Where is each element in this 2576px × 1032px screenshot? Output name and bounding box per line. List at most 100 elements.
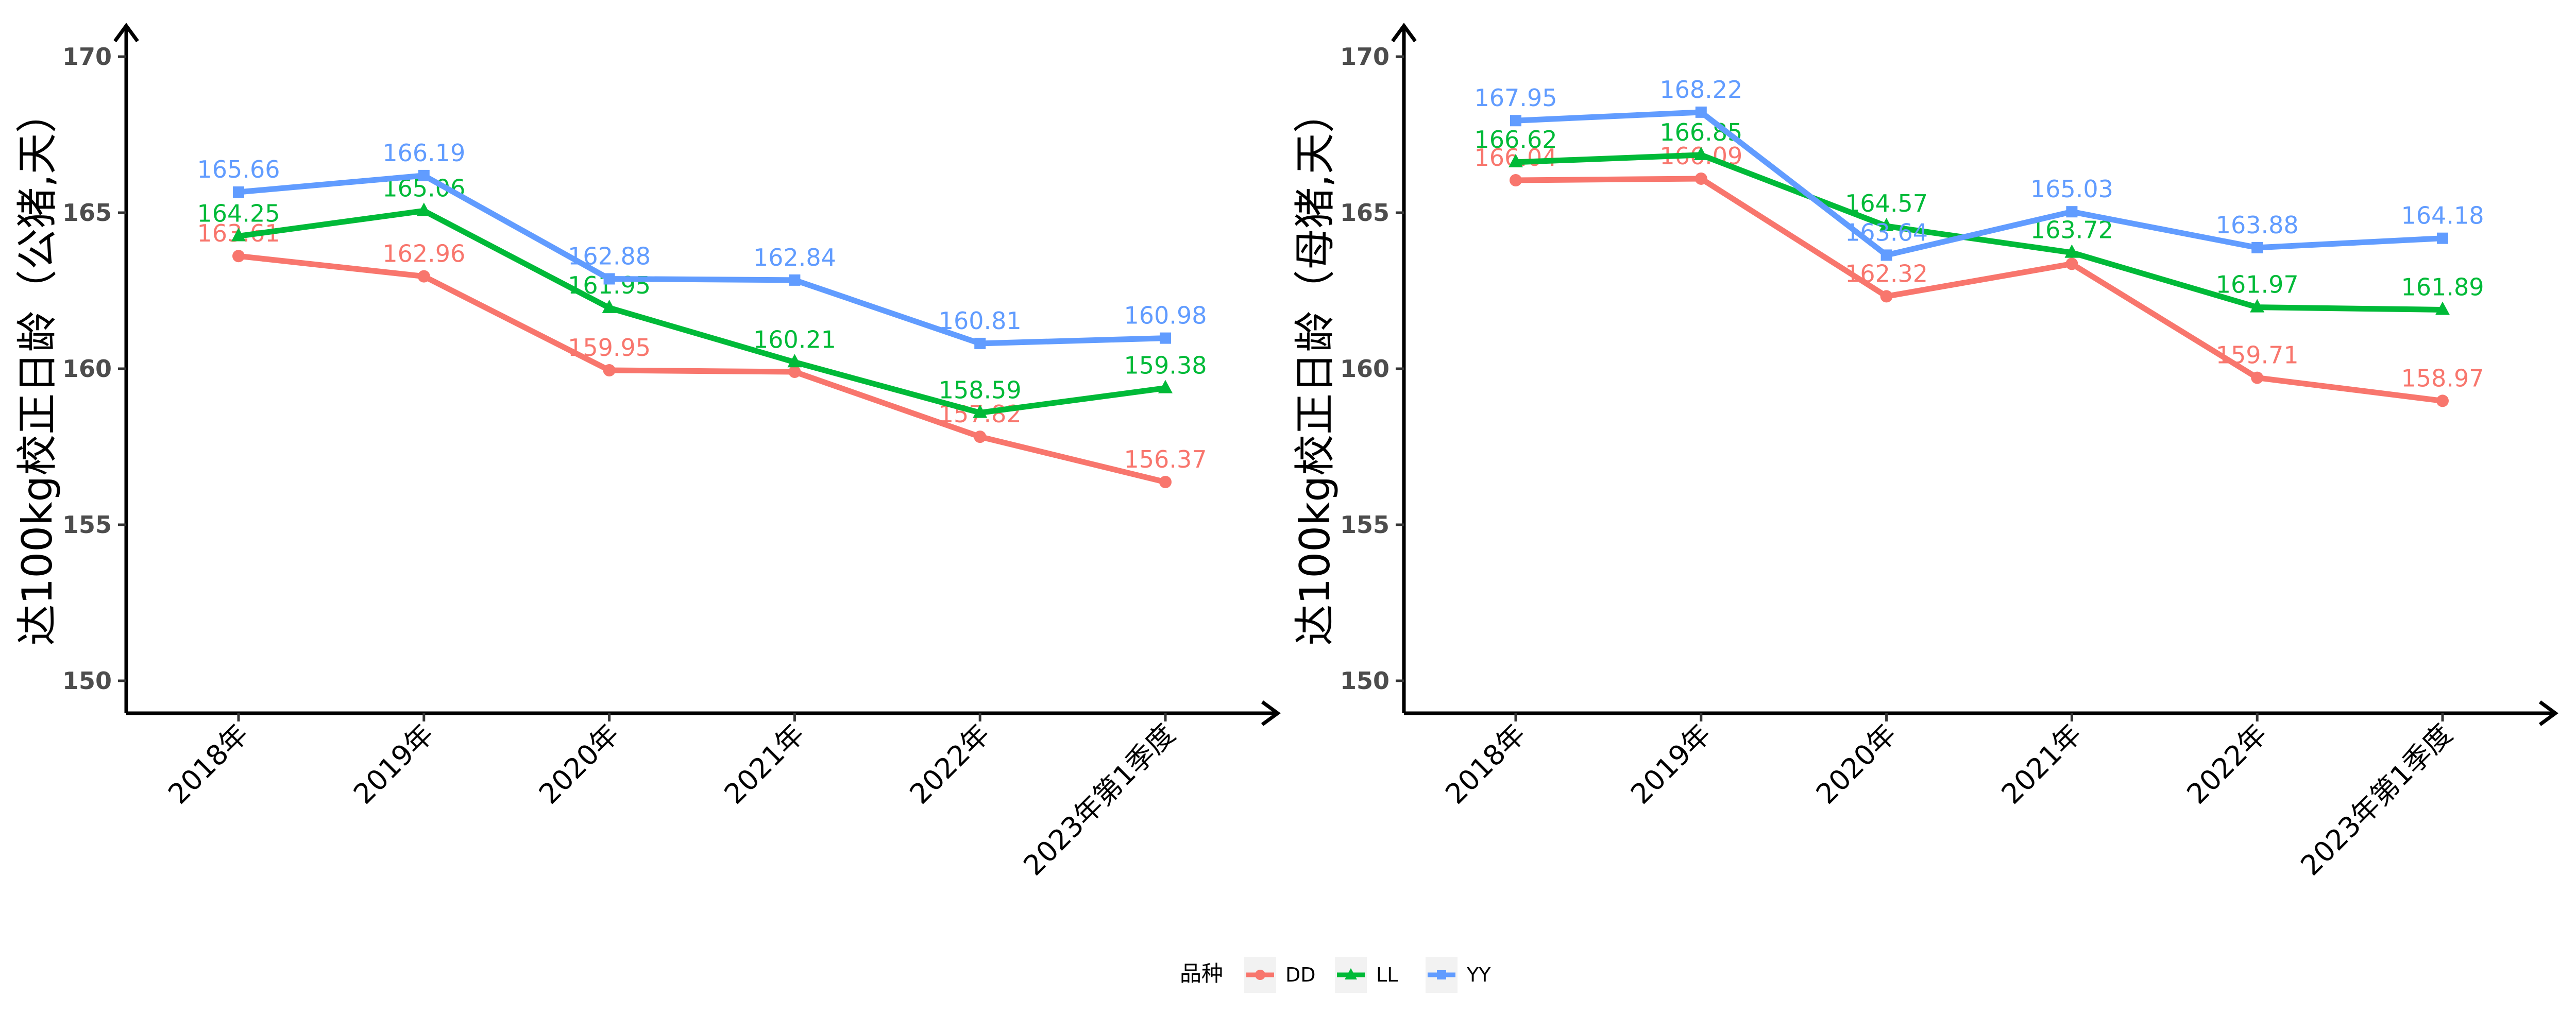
data-point bbox=[1694, 172, 1707, 185]
series-yy: 165.66 166.19 162.88 162.84 160.81 160.98 bbox=[197, 139, 1207, 349]
y-axis-arrow bbox=[113, 23, 139, 43]
data-label: 162.84 bbox=[753, 244, 836, 271]
data-point bbox=[1693, 146, 1708, 160]
legend-key-marker bbox=[1437, 970, 1446, 979]
y-tick-label: 160 bbox=[1340, 355, 1389, 383]
data-label: 160.81 bbox=[939, 307, 1022, 335]
data-point bbox=[974, 337, 986, 349]
data-point bbox=[1510, 174, 1522, 186]
data-point bbox=[1695, 106, 1707, 118]
legend-key-marker bbox=[1255, 970, 1265, 980]
data-label: 158.59 bbox=[939, 376, 1022, 404]
data-point bbox=[603, 364, 616, 377]
data-point bbox=[788, 366, 801, 379]
y-tick-label: 170 bbox=[1340, 43, 1389, 71]
y-axis-arrow bbox=[1391, 23, 1417, 43]
data-label: 163.88 bbox=[2216, 211, 2299, 239]
data-label: 167.95 bbox=[1475, 84, 1557, 112]
data-point bbox=[1879, 218, 1894, 232]
data-point bbox=[416, 202, 431, 216]
data-label: 159.95 bbox=[568, 334, 651, 362]
data-point bbox=[1510, 115, 1521, 127]
data-label: 164.57 bbox=[1845, 190, 1928, 217]
data-point bbox=[789, 274, 801, 286]
data-label: 163.64 bbox=[1845, 218, 1928, 246]
data-point bbox=[1509, 153, 1523, 167]
data-point bbox=[2251, 371, 2264, 384]
data-point bbox=[787, 354, 802, 368]
data-label: 162.32 bbox=[1845, 260, 1928, 287]
data-label: 156.37 bbox=[1124, 445, 1207, 473]
data-point bbox=[602, 299, 617, 313]
data-point bbox=[2251, 242, 2263, 253]
y-tick-label: 155 bbox=[1340, 511, 1389, 539]
data-label: 164.18 bbox=[2401, 202, 2484, 230]
data-point bbox=[2064, 244, 2079, 258]
data-point bbox=[2437, 232, 2448, 244]
legend-label: DD bbox=[1285, 964, 1316, 986]
data-point bbox=[2436, 394, 2449, 407]
data-label: 165.03 bbox=[2030, 175, 2113, 203]
data-label: 166.62 bbox=[1475, 126, 1557, 153]
y-tick-label: 150 bbox=[62, 667, 112, 695]
data-point bbox=[2066, 206, 2078, 218]
data-label: 160.21 bbox=[753, 325, 836, 353]
legend-item-yy: YY bbox=[1426, 957, 1491, 993]
data-label: 168.22 bbox=[1659, 76, 1742, 104]
series-yy: 167.95 168.22 163.64 165.03 163.88 164.18 bbox=[1475, 76, 2484, 261]
data-point bbox=[974, 431, 987, 443]
series-line bbox=[235, 173, 1168, 347]
data-label: 158.97 bbox=[2401, 364, 2484, 392]
legend-key-marker bbox=[1345, 968, 1357, 979]
legend-item-ll: LL bbox=[1335, 957, 1398, 993]
data-label: 162.96 bbox=[382, 240, 465, 268]
series-line bbox=[235, 208, 1168, 416]
data-label: 161.89 bbox=[2401, 273, 2484, 301]
y-tick-label: 165 bbox=[62, 199, 112, 227]
y-tick-label: 170 bbox=[62, 43, 112, 71]
y-tick-label: 150 bbox=[1340, 667, 1389, 695]
data-point bbox=[1158, 380, 1173, 393]
series-line bbox=[1513, 176, 2446, 404]
y-axis-title: 达100kg校正日龄（公猪,天） bbox=[13, 92, 61, 645]
legend: 品种 DD LL YY bbox=[1180, 957, 1491, 993]
data-point bbox=[2065, 257, 2078, 270]
data-point bbox=[603, 273, 615, 285]
series-line bbox=[1513, 152, 2446, 313]
y-tick-label: 165 bbox=[1340, 199, 1389, 227]
data-point bbox=[1159, 475, 1172, 488]
data-label: 162.88 bbox=[568, 242, 651, 270]
data-label: 159.71 bbox=[2216, 341, 2299, 369]
data-point bbox=[231, 228, 246, 242]
x-axis-arrow bbox=[1261, 700, 1281, 726]
data-label: 161.97 bbox=[2216, 271, 2299, 299]
data-label: 159.38 bbox=[1124, 352, 1207, 380]
legend-item-dd: DD bbox=[1244, 957, 1316, 993]
legend-label: YY bbox=[1466, 964, 1491, 986]
x-axis-arrow bbox=[2538, 700, 2558, 726]
data-label: 164.25 bbox=[197, 199, 280, 227]
y-axis-title: 达100kg校正日龄（母猪,天） bbox=[1291, 92, 1339, 645]
legend-title: 品种 bbox=[1180, 961, 1223, 986]
data-point bbox=[232, 250, 245, 263]
data-point bbox=[2435, 301, 2450, 315]
data-point bbox=[1160, 332, 1171, 344]
y-tick-label: 160 bbox=[62, 355, 112, 383]
data-label: 166.19 bbox=[382, 139, 465, 167]
data-point bbox=[418, 169, 430, 181]
series-line bbox=[235, 253, 1168, 485]
data-label: 165.66 bbox=[197, 156, 280, 183]
data-point bbox=[973, 404, 988, 418]
data-point bbox=[1880, 249, 1892, 261]
series-line bbox=[1513, 109, 2446, 258]
legend-label: LL bbox=[1376, 964, 1398, 986]
data-point bbox=[233, 186, 244, 198]
data-label: 160.98 bbox=[1124, 302, 1207, 330]
data-point bbox=[2250, 299, 2265, 313]
data-point bbox=[1880, 290, 1893, 303]
data-point bbox=[417, 270, 430, 283]
